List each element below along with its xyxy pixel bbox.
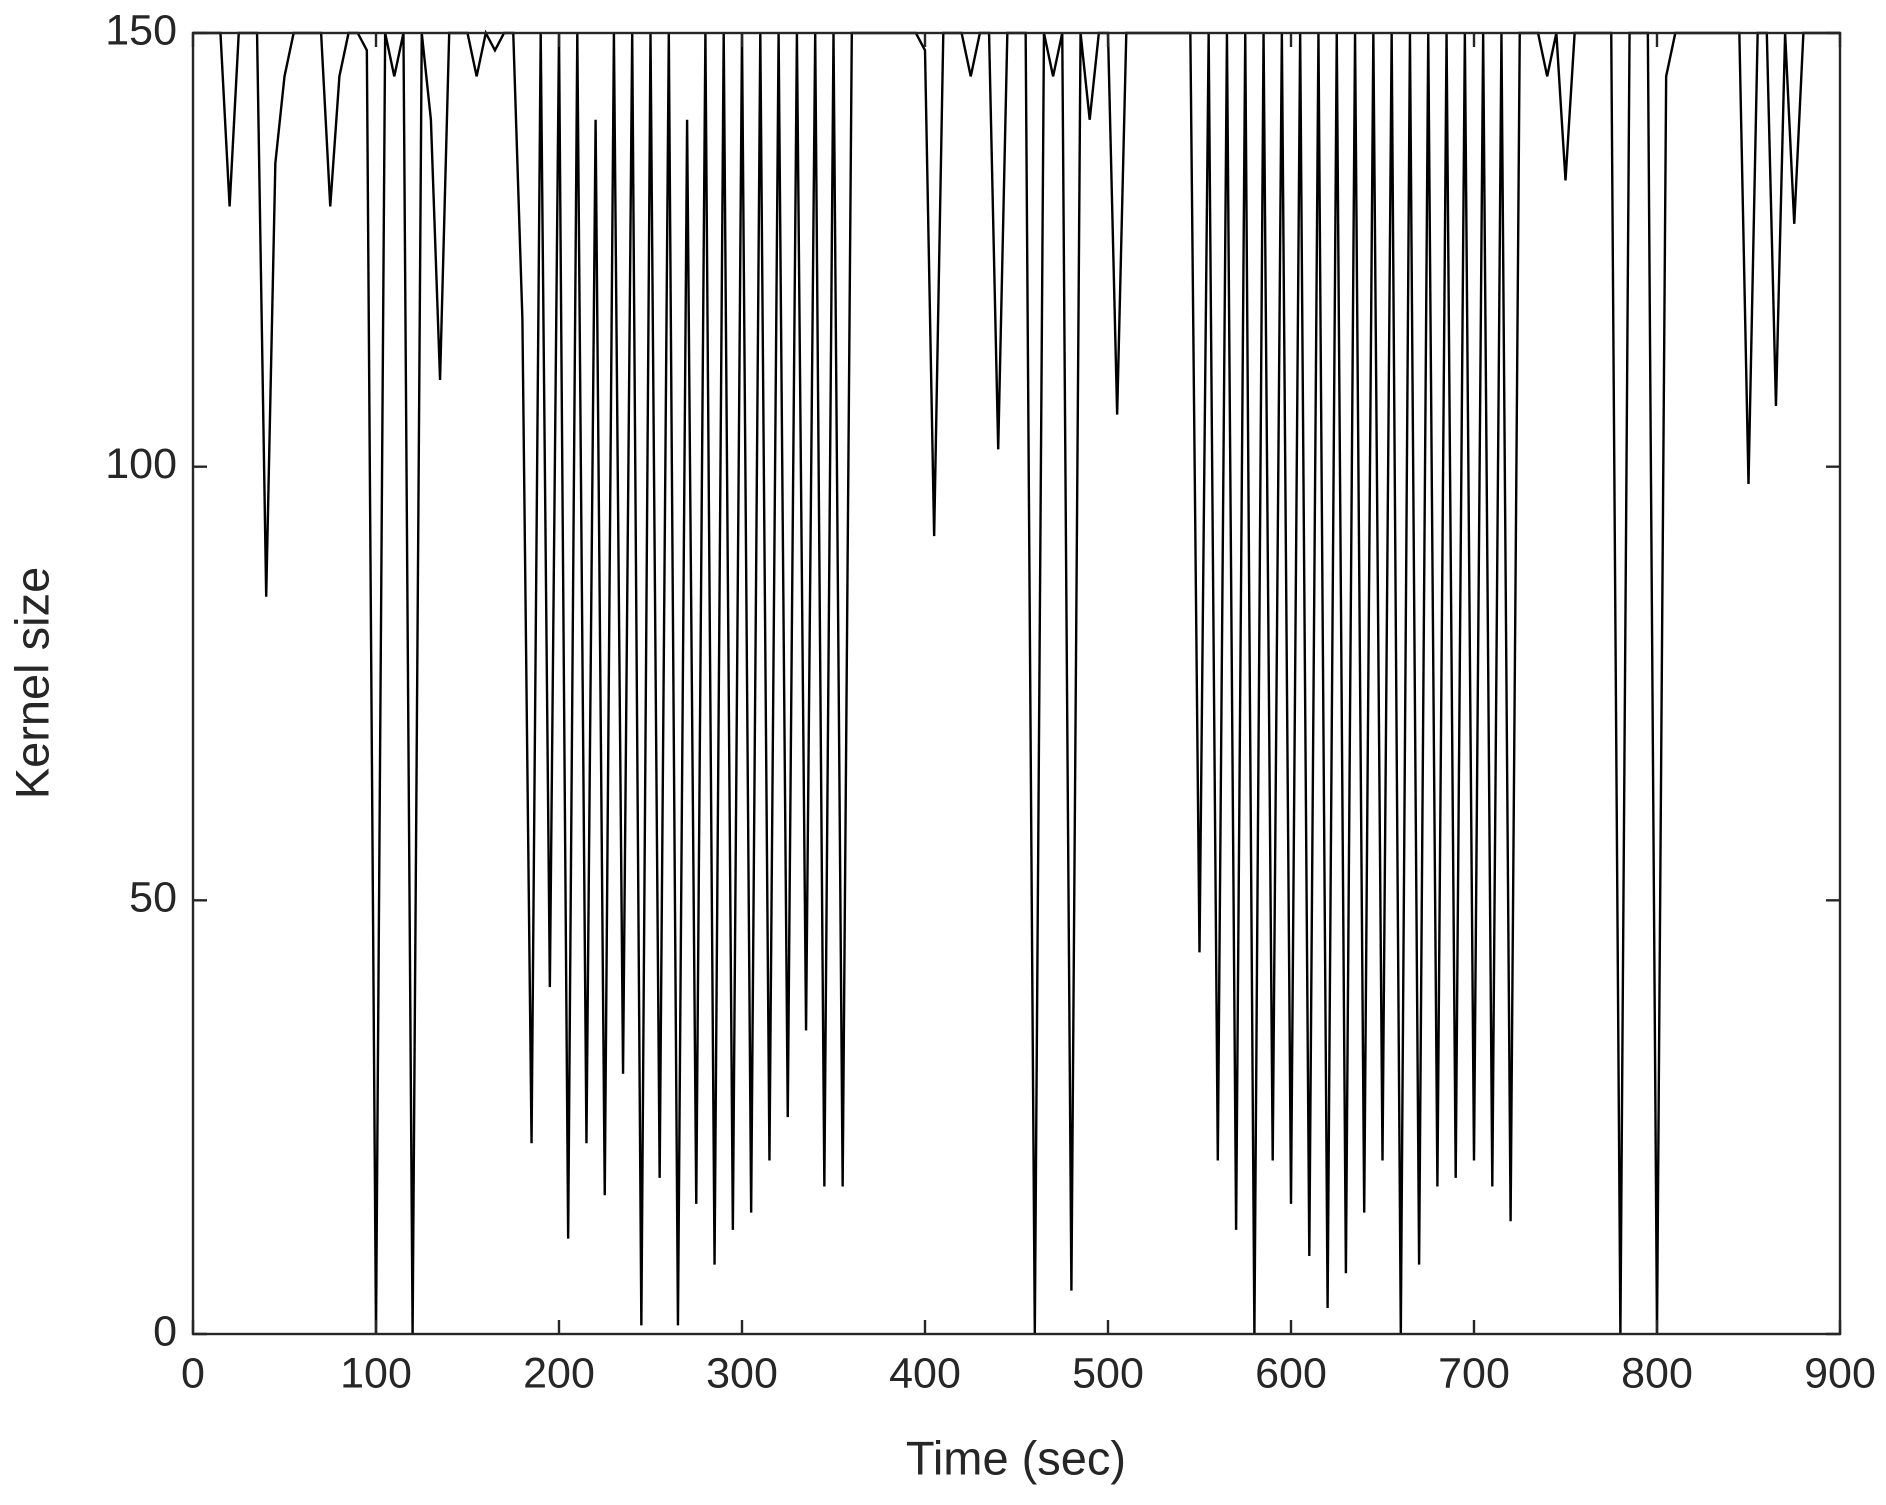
- x-tick-label: 100: [340, 1349, 412, 1397]
- x-tick-label: 600: [1255, 1349, 1327, 1397]
- plot-frame: [191, 31, 1842, 1336]
- x-tick-label: 0: [181, 1349, 205, 1397]
- x-tick-label: 300: [706, 1349, 778, 1397]
- y-tick-label: 150: [105, 6, 177, 54]
- y-tick-label: 50: [129, 874, 177, 922]
- y-axis-label: Kernel size: [5, 567, 58, 800]
- data-line: [193, 29, 1840, 1335]
- y-tick-label: 0: [153, 1307, 177, 1355]
- x-tick-label: 900: [1804, 1349, 1876, 1397]
- x-axis-label: Time (sec): [906, 1431, 1126, 1484]
- x-tick-label: 700: [1438, 1349, 1510, 1397]
- x-tick-label: 200: [523, 1349, 595, 1397]
- x-tick-label: 500: [1072, 1349, 1144, 1397]
- x-tick-label: 800: [1621, 1349, 1693, 1397]
- x-tick-label: 400: [889, 1349, 961, 1397]
- y-tick-label: 100: [105, 440, 177, 488]
